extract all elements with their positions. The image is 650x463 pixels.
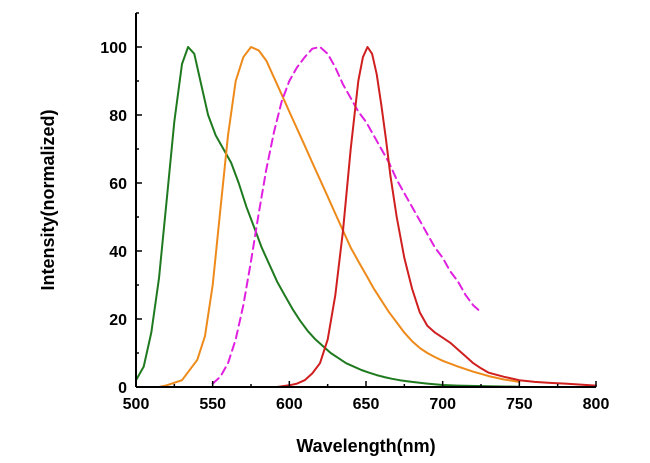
series-line-3 bbox=[211, 46, 482, 385]
x-axis-label: Wavelength(nm) bbox=[296, 436, 435, 456]
x-tick-label: 800 bbox=[583, 396, 610, 413]
series-line-2 bbox=[158, 46, 521, 388]
x-ticks: 500 550 600 650 700 750 800 bbox=[123, 381, 610, 413]
series-line-4 bbox=[276, 46, 597, 388]
x-tick-label: 550 bbox=[199, 396, 226, 413]
y-tick-label: 80 bbox=[109, 108, 127, 125]
y-tick-label: 60 bbox=[109, 176, 127, 193]
series-layer bbox=[135, 46, 597, 388]
y-ticks: 0 20 40 60 80 100 bbox=[100, 12, 142, 397]
series-line-1 bbox=[135, 46, 521, 388]
x-tick-label: 650 bbox=[353, 396, 380, 413]
y-tick-label: 100 bbox=[100, 40, 127, 57]
x-tick-label: 500 bbox=[123, 396, 150, 413]
x-tick-label: 600 bbox=[276, 396, 303, 413]
y-tick-label: 0 bbox=[118, 380, 127, 397]
x-tick-label: 750 bbox=[506, 396, 533, 413]
y-axis-label: Intensity(normalized) bbox=[38, 109, 58, 290]
x-tick-label: 700 bbox=[429, 396, 456, 413]
y-tick-label: 40 bbox=[109, 244, 127, 261]
y-tick-label: 20 bbox=[109, 312, 127, 329]
